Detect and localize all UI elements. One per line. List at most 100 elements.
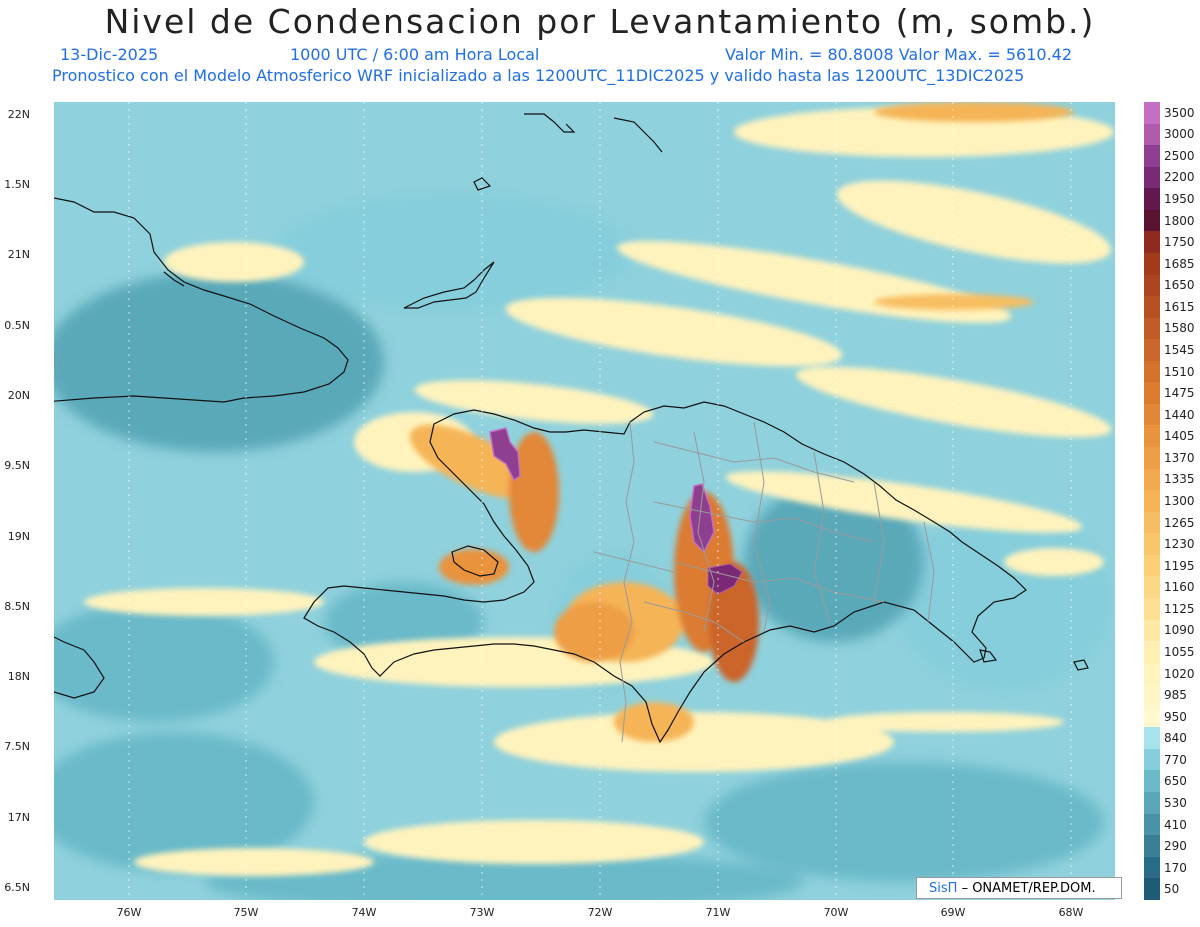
colorbar-swatch (1144, 792, 1160, 814)
colorbar-label: 950 (1164, 709, 1187, 724)
colorbar-label: 1230 (1164, 537, 1195, 552)
colorbar-swatch (1144, 748, 1160, 771)
colorbar-swatch (1144, 447, 1160, 469)
colorbar-swatch (1144, 468, 1160, 491)
colorbar-label: 1615 (1164, 299, 1195, 314)
colorbar-label: 3500 (1164, 105, 1195, 120)
sispi-brand: SisΠ (929, 881, 958, 896)
colorbar-label: 1020 (1164, 666, 1195, 681)
lat-label: 9.5N (4, 459, 30, 472)
colorbar-label: 1440 (1164, 407, 1195, 422)
colorbar-label: 985 (1164, 688, 1187, 703)
colorbar-swatch (1144, 231, 1160, 253)
colorbar-swatch (1144, 835, 1160, 857)
colorbar-swatch (1144, 188, 1160, 210)
colorbar-label: 840 (1164, 731, 1187, 746)
colorbar-label: 170 (1164, 860, 1187, 875)
colorbar-label: 1125 (1164, 601, 1195, 616)
lat-label: 7.5N (4, 740, 30, 753)
colorbar-swatch (1144, 727, 1160, 749)
colorbar-label: 650 (1164, 774, 1187, 789)
lat-label: 0.5N (4, 319, 30, 332)
purple-peaks (489, 427, 743, 595)
forecast-date: 13-Dic-2025 (60, 45, 159, 64)
colorbar-swatch (1144, 511, 1160, 534)
map-title: Nivel de Condensacion por Levantamiento … (104, 2, 1096, 41)
colorbar-label: 1950 (1164, 192, 1195, 207)
lon-label: 68W (1058, 906, 1084, 919)
lat-label: 17N (7, 811, 30, 824)
colorbar-label: 3000 (1164, 127, 1195, 142)
colorbar-swatch (1144, 102, 1160, 124)
colorbar-swatch (1144, 684, 1160, 706)
colorbar-label: 50 (1164, 882, 1180, 897)
onamet-logo: SisΠ – ONAMET/REP.DOM. (916, 877, 1122, 899)
lat-label: 18N (7, 670, 30, 683)
colorbar-swatch (1144, 317, 1160, 340)
colorbar-label: 1405 (1164, 429, 1195, 444)
colorbar-swatch (1144, 554, 1160, 577)
colorbar-label: 1335 (1164, 472, 1195, 487)
colorbar-label: 1545 (1164, 343, 1195, 358)
colorbar-swatch (1144, 403, 1160, 426)
colorbar-swatch (1144, 813, 1160, 836)
colorbar-swatch (1144, 878, 1160, 900)
coastlines (54, 113, 1089, 744)
province-boundaries (593, 421, 935, 743)
colorbar-label: 1750 (1164, 235, 1195, 250)
lat-label: 22N (7, 108, 30, 121)
colorbar-swatch (1144, 274, 1160, 297)
colorbar-swatch (1144, 209, 1160, 232)
colorbar-swatch (1144, 145, 1160, 167)
colorbar-label: 1580 (1164, 321, 1195, 336)
min-max-values: Valor Min. = 80.8008 Valor Max. = 5610.4… (725, 45, 1073, 64)
colorbar-swatch (1144, 576, 1160, 598)
colorbar-swatch (1144, 123, 1160, 146)
colorbar-swatch (1144, 662, 1160, 685)
lat-label: 8.5N (4, 600, 30, 613)
lon-label: 72W (587, 906, 613, 919)
colorbar-swatch (1144, 252, 1160, 275)
colorbar-label: 1160 (1164, 580, 1195, 595)
colorbar-label: 1685 (1164, 256, 1195, 271)
colorbar-swatch (1144, 705, 1160, 728)
colorbar-label: 1800 (1164, 213, 1195, 228)
colorbar-swatch (1144, 490, 1160, 512)
colorbar-swatch (1144, 360, 1160, 383)
colorbar-swatch (1144, 597, 1160, 620)
colorbar-swatch (1144, 533, 1160, 555)
lon-label: 75W (233, 906, 259, 919)
colorbar-label: 770 (1164, 752, 1187, 767)
lon-label: 74W (351, 906, 377, 919)
colorbar-label: 1300 (1164, 494, 1195, 508)
lcl-map (54, 102, 1115, 900)
lat-label: 20N (7, 389, 30, 402)
lat-label: 21N (7, 248, 30, 261)
colorbar-label: 1055 (1164, 644, 1195, 659)
lon-label: 70W (823, 906, 849, 919)
colorbar-label: 1370 (1164, 450, 1195, 465)
colorbar-label: 2500 (1164, 148, 1195, 163)
colorbar-swatch (1144, 382, 1160, 404)
colorbar-swatch (1144, 856, 1160, 879)
lon-label: 71W (705, 906, 731, 919)
forecast-time: 1000 UTC / 6:00 am Hora Local (290, 45, 540, 64)
colorbar-swatch (1144, 619, 1160, 642)
graticule (128, 102, 1072, 900)
colorbar-label: 530 (1164, 795, 1187, 810)
colorbar-label: 410 (1164, 817, 1187, 832)
colorbar-swatch (1144, 770, 1160, 792)
lat-label: 6.5N (4, 881, 30, 894)
model-info: Pronostico con el Modelo Atmosferico WRF… (52, 66, 1025, 85)
lat-label: 1.5N (4, 178, 30, 191)
colorbar-label: 1090 (1164, 623, 1195, 638)
colorbar-label: 1475 (1164, 386, 1195, 401)
colorbar-label: 1195 (1164, 558, 1195, 573)
colorbar-label: 1650 (1164, 278, 1195, 293)
colorbar (1144, 102, 1160, 900)
colorbar-label: 2200 (1164, 170, 1195, 185)
colorbar-label: 1510 (1164, 364, 1195, 379)
lon-label: 73W (469, 906, 495, 919)
lon-label: 76W (116, 906, 142, 919)
orange-highs (409, 102, 1074, 742)
